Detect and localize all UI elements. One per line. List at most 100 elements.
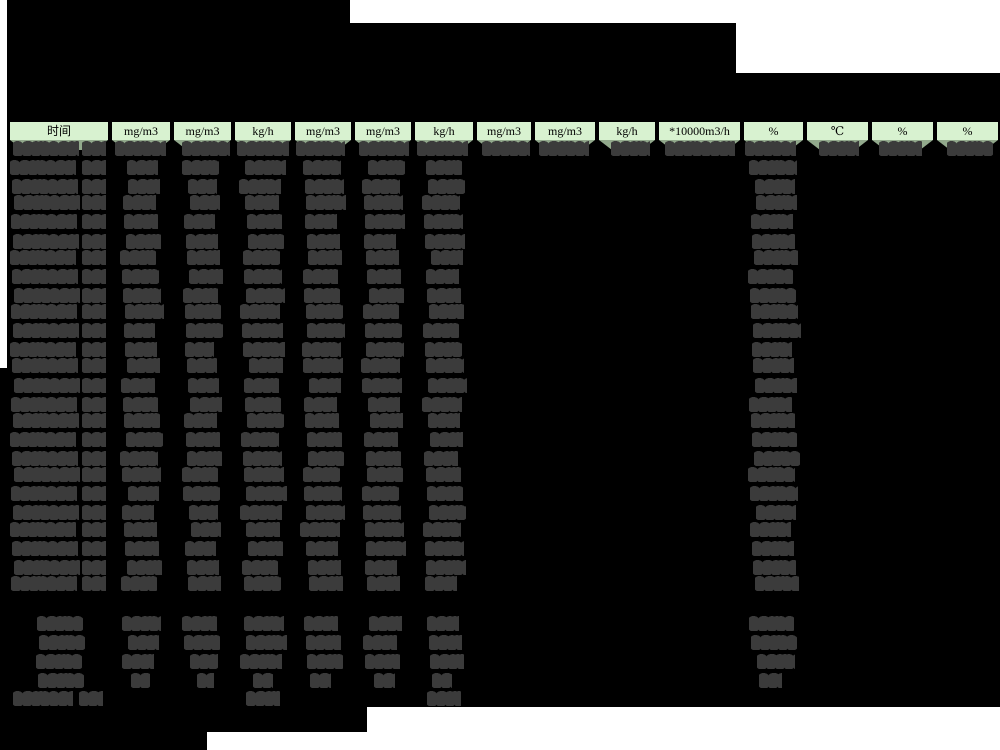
redacted-cell-value (124, 304, 164, 320)
redacted-cell-value (245, 195, 279, 211)
redacted-time-value (14, 377, 80, 393)
redacted-time-value (12, 358, 78, 374)
redacted-cell-value (360, 358, 400, 374)
redacted-cell-value (422, 195, 460, 211)
redacted-summary-label (36, 654, 82, 669)
redacted-cell-value (359, 141, 409, 156)
redacted-cell-value (365, 214, 405, 230)
redacted-time-value (13, 233, 79, 249)
redacted-time-value (82, 233, 106, 249)
redacted-cell-value (123, 287, 161, 303)
redacted-cell-value (300, 521, 340, 537)
header-cell-unit-1: mg/m3 (112, 122, 170, 140)
redacted-summary-value (364, 654, 400, 669)
redacted-cell-value (754, 575, 799, 591)
redacted-time-value (14, 287, 80, 303)
redacted-cell-value (749, 486, 798, 502)
redacted-cell-value (751, 304, 798, 320)
redacted-cell-value (367, 467, 403, 483)
redacted-cell-value (125, 540, 159, 556)
redacted-cell-value (244, 268, 282, 284)
redacted-cell-value (242, 559, 278, 575)
redacted-cell-value (237, 141, 289, 156)
redacted-cell-value (427, 377, 467, 393)
redacted-time-value (12, 451, 78, 467)
redacted-cell-value (188, 575, 221, 591)
redacted-cell-value (756, 195, 797, 211)
redacted-cell-value (309, 575, 343, 591)
redacted-cell-value (187, 451, 222, 467)
redacted-cell-value (304, 486, 342, 502)
redacted-cell-value (303, 396, 337, 412)
redacted-time-value (82, 396, 106, 412)
redacted-cell-value (425, 268, 459, 284)
redacted-cell-value (243, 377, 279, 393)
redacted-cell-value (363, 505, 401, 521)
redacted-cell-value (429, 431, 463, 447)
redacted-cell-value (427, 287, 461, 303)
redacted-cell-value (246, 521, 280, 537)
redacted-cell-value (753, 249, 798, 265)
redacted-cell-value (186, 358, 217, 374)
redacted-summary-value (373, 673, 395, 688)
redacted-cell-value (123, 521, 157, 537)
redacted-cell-value (246, 214, 282, 230)
redacted-cell-value (303, 358, 343, 374)
redacted-cell-value (303, 160, 341, 176)
redacted-cell-value (239, 179, 281, 195)
redacted-time-value (11, 304, 77, 320)
redacted-cell-value (301, 342, 341, 358)
redacted-time-value (13, 323, 79, 339)
redacted-cell-value (664, 141, 735, 156)
redacted-cell-value (366, 540, 406, 556)
redacted-summary-value (309, 673, 331, 688)
redacted-cell-value (126, 358, 160, 374)
redacted-cell-value (422, 396, 462, 412)
redacted-cell-value (244, 467, 284, 483)
redacted-time-value (82, 575, 106, 591)
redacted-cell-value (363, 195, 403, 211)
header-cell-unit-2: mg/m3 (174, 122, 231, 140)
redacted-time-value (10, 431, 76, 447)
redacted-summary-value (430, 654, 464, 669)
redacted-time-value (13, 412, 79, 428)
header-cell-unit-3: kg/h (235, 122, 291, 140)
redacted-cell-value (427, 486, 463, 502)
redacted-cell-value (241, 431, 279, 447)
redacted-cell-value (431, 249, 463, 265)
redacted-cell-value (365, 249, 399, 265)
header-cell-unit-5: mg/m3 (355, 122, 411, 140)
header-cell-unit-8: mg/m3 (535, 122, 595, 140)
redacted-cell-value (120, 451, 158, 467)
redacted-time-value (82, 540, 106, 556)
redacted-cell-value (245, 486, 287, 502)
redacted-cell-value (610, 141, 650, 156)
redacted-cell-value (185, 233, 218, 249)
redacted-time-value (14, 195, 80, 211)
redacted-cell-value (123, 323, 155, 339)
redacted-cell-value (304, 287, 340, 303)
redacted-cell-value (189, 505, 218, 521)
redacted-time-value (13, 141, 79, 156)
redacted-cell-value (121, 268, 159, 284)
redaction-block-3 (0, 368, 7, 750)
redacted-cell-value (120, 249, 156, 265)
redacted-time-value (82, 323, 106, 339)
redacted-cell-value (364, 323, 402, 339)
redacted-time-value (11, 396, 77, 412)
redacted-summary-value (130, 673, 150, 688)
redacted-cell-value (751, 342, 792, 358)
redacted-cell-value (306, 540, 338, 556)
redacted-cell-value (121, 377, 155, 393)
redacted-cell-value (364, 521, 404, 537)
redacted-cell-value (184, 214, 215, 230)
redacted-cell-value (752, 233, 795, 249)
redacted-time-value (12, 540, 78, 556)
redacted-time-value (82, 505, 106, 521)
redaction-block-1 (7, 23, 736, 73)
redacted-cell-value (181, 141, 230, 156)
redacted-time-value (82, 451, 106, 467)
redacted-cell-value (416, 141, 468, 156)
redacted-total-value (246, 691, 280, 706)
